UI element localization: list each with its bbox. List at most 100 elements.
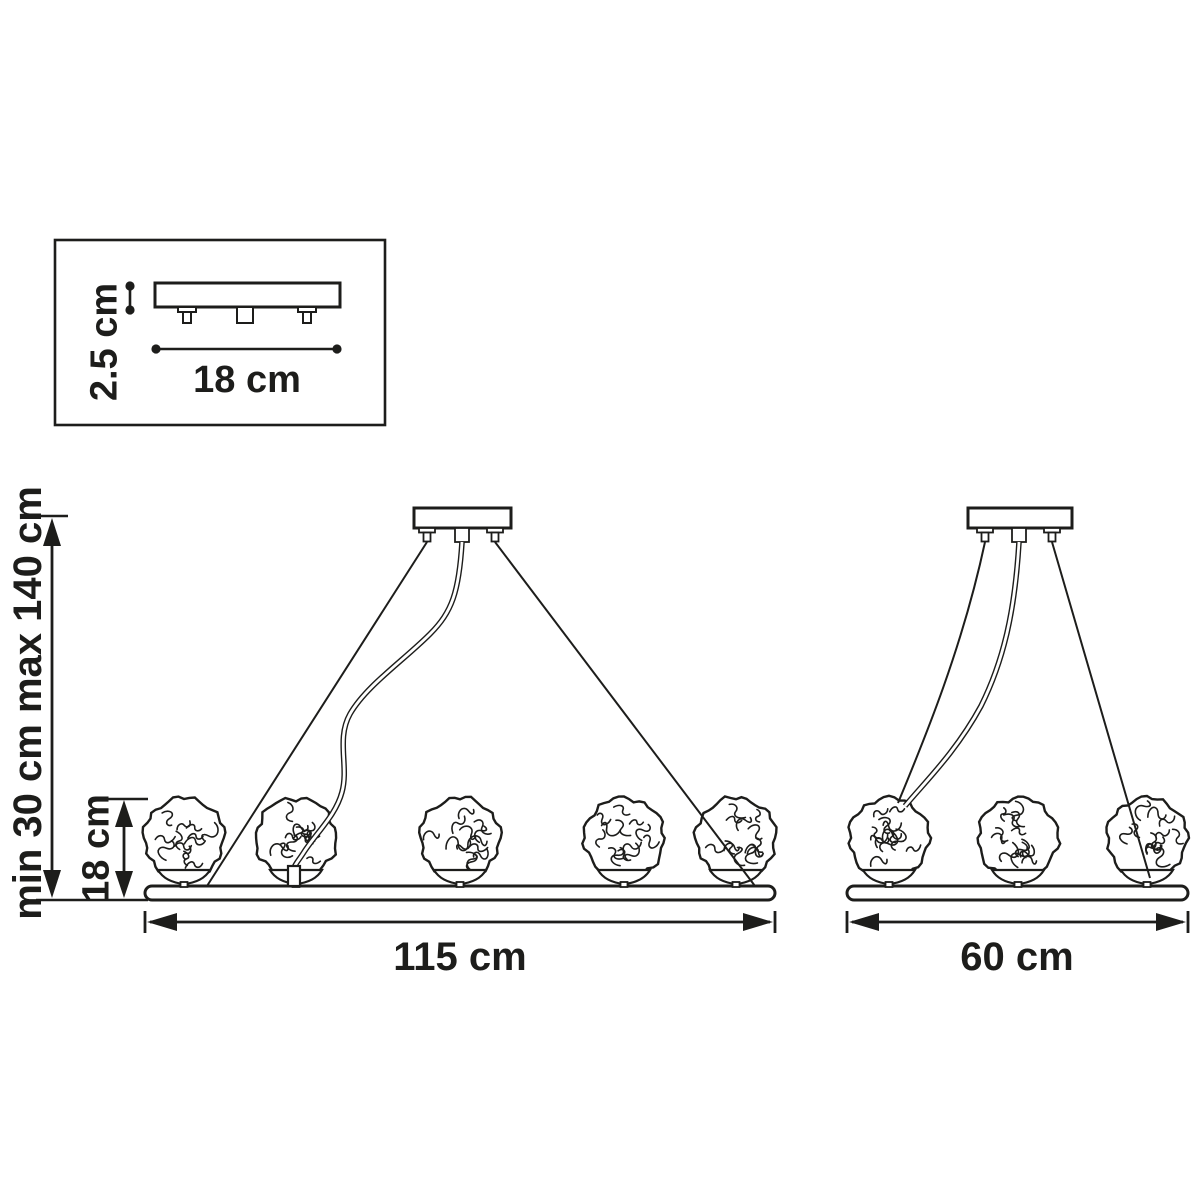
cord-outlet-icon bbox=[1011, 527, 1027, 543]
shade-texture-squiggle bbox=[643, 834, 660, 849]
shade-texture-squiggle bbox=[472, 848, 489, 860]
small-width-dimension: 60 cm bbox=[845, 911, 1190, 979]
shade-texture-squiggle bbox=[607, 847, 625, 860]
shade-texture-squiggle bbox=[624, 842, 641, 861]
shade-texture-squiggle bbox=[890, 828, 907, 851]
shade-texture-squiggle bbox=[744, 843, 759, 865]
fixture-bar bbox=[143, 884, 777, 902]
shade-texture-squiggle bbox=[284, 832, 302, 841]
shade-texture-squiggle bbox=[182, 845, 192, 861]
shade-texture-squiggle bbox=[615, 819, 632, 837]
glass-shade bbox=[692, 795, 778, 888]
suspension-cable bbox=[206, 541, 428, 887]
dimension-annotations: min 30 cm max 140 cm 18 cm 115 cm 60 cm bbox=[6, 486, 1190, 979]
glass-shade bbox=[581, 795, 666, 888]
shade-height-label: 18 cm bbox=[75, 794, 117, 902]
shade-texture-squiggle bbox=[1019, 844, 1036, 858]
shade-texture-squiggle bbox=[173, 842, 193, 851]
shade-texture-squiggle bbox=[871, 826, 882, 840]
shade-texture-squiggle bbox=[185, 823, 203, 832]
shade-texture-squiggle bbox=[306, 856, 322, 865]
inset-width-label: 18 cm bbox=[193, 359, 301, 401]
cable-gripper-icon bbox=[422, 531, 432, 543]
shade-texture-squiggle bbox=[306, 821, 316, 842]
glass-shade bbox=[417, 795, 504, 888]
shade-texture-squiggle bbox=[1011, 800, 1025, 822]
cable-gripper-icon bbox=[490, 531, 500, 543]
cord-outlet-icon bbox=[454, 527, 470, 543]
shade-texture-squiggle bbox=[888, 806, 906, 813]
glass-shade bbox=[254, 796, 338, 888]
shade-texture-squiggle bbox=[704, 843, 727, 854]
shade-texture-squiggle bbox=[747, 824, 763, 841]
shade-outline bbox=[141, 795, 227, 881]
ceiling-canopy bbox=[412, 506, 513, 543]
mount-plate-inset: 2.5 cm 18 cm bbox=[53, 238, 387, 427]
ceiling-canopy bbox=[966, 506, 1074, 543]
shade-texture-squiggle bbox=[869, 855, 888, 868]
cable-gripper-icon bbox=[1047, 531, 1057, 543]
shade-texture-squiggle bbox=[622, 841, 643, 852]
main-width-dimension: 115 cm bbox=[143, 911, 777, 979]
shade-texture-squiggle bbox=[175, 830, 183, 851]
shade-texture-squiggle bbox=[469, 843, 489, 853]
shade-texture-squiggle bbox=[187, 832, 204, 840]
inset-height-dimension: 2.5 cm bbox=[83, 281, 135, 401]
shade-stem bbox=[1013, 881, 1023, 888]
fixture-bar bbox=[845, 884, 1190, 902]
power-cord bbox=[902, 541, 1022, 808]
suspension-cable bbox=[1051, 541, 1151, 879]
shade-texture-squiggle bbox=[881, 828, 903, 843]
shade-texture-squiggle bbox=[872, 807, 889, 818]
shade-stem bbox=[1142, 881, 1152, 888]
shade-texture-squiggle bbox=[754, 808, 761, 823]
shade-texture-squiggle bbox=[422, 830, 440, 841]
inset-width-dimension: 18 cm bbox=[151, 344, 342, 401]
shade-texture-squiggle bbox=[1146, 843, 1163, 854]
shade-texture-squiggle bbox=[723, 842, 740, 852]
shade-texture-squiggle bbox=[990, 832, 1007, 845]
drop-height-dimension: min 30 cm max 140 cm bbox=[6, 486, 61, 920]
small-fixture-3-light bbox=[845, 506, 1191, 902]
shade-texture-squiggle bbox=[445, 836, 469, 852]
shade-texture-squiggle bbox=[999, 807, 1007, 822]
shade-texture-squiggle bbox=[600, 821, 621, 837]
shade-texture-squiggle bbox=[183, 836, 207, 846]
power-cord bbox=[292, 541, 464, 869]
shade-stem bbox=[884, 881, 894, 888]
shade-texture-squiggle bbox=[635, 823, 651, 842]
shade-texture-squiggle bbox=[285, 801, 294, 823]
shade-outline bbox=[1105, 794, 1191, 880]
shade-outline bbox=[847, 794, 933, 880]
small-width-label: 60 cm bbox=[960, 935, 1073, 979]
shade-texture-squiggle bbox=[161, 810, 174, 827]
shade-texture-squiggle bbox=[887, 828, 897, 844]
shade-outline bbox=[976, 795, 1062, 881]
cord-outlet-icon bbox=[236, 306, 254, 324]
shade-texture-squiggle bbox=[596, 812, 612, 826]
inset-frame bbox=[53, 238, 387, 427]
shade-texture-squiggle bbox=[728, 803, 747, 819]
shade-texture-squiggle bbox=[1134, 800, 1152, 822]
shade-texture-squiggle bbox=[1118, 826, 1133, 845]
cable-gripper-icon bbox=[302, 311, 312, 324]
shade-texture-squiggle bbox=[466, 853, 478, 872]
glass-shade bbox=[141, 795, 227, 888]
shade-texture-squiggle bbox=[725, 815, 743, 824]
shade-texture-squiggle bbox=[451, 815, 466, 835]
shade-texture-squiggle bbox=[457, 807, 475, 820]
inset-height-label: 2.5 cm bbox=[83, 283, 125, 401]
shade-texture-squiggle bbox=[879, 829, 899, 853]
shade-texture-squiggle bbox=[1014, 838, 1030, 858]
shade-texture-squiggle bbox=[1155, 829, 1171, 840]
glass-shade bbox=[976, 795, 1062, 888]
cord-plug bbox=[286, 864, 302, 888]
shade-texture-squiggle bbox=[473, 819, 492, 835]
shade-stem bbox=[731, 881, 741, 888]
cable-gripper-icon bbox=[182, 311, 192, 324]
glass-shade bbox=[1105, 794, 1191, 888]
shade-texture-squiggle bbox=[269, 843, 289, 857]
shade-texture-squiggle bbox=[878, 816, 891, 835]
